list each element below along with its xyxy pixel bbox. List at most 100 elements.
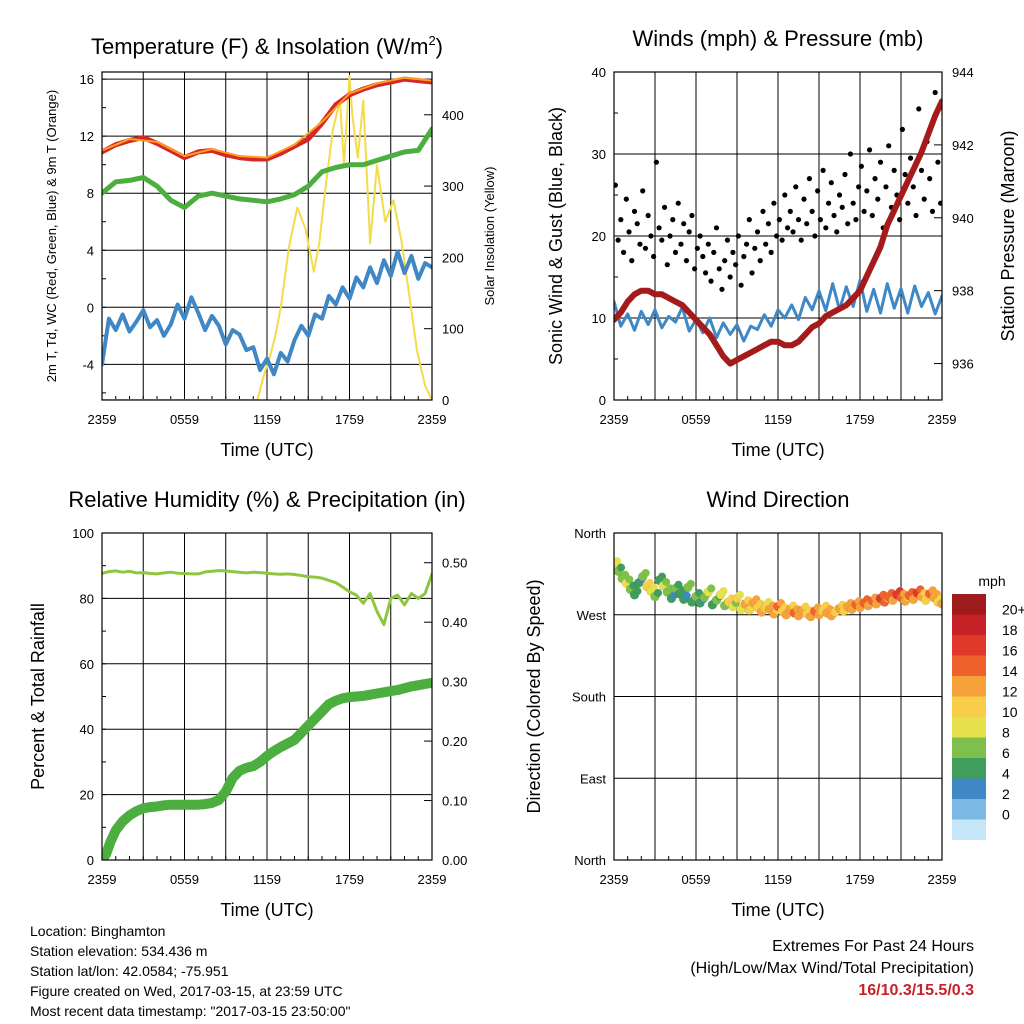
winds-gust-point: [883, 184, 889, 190]
winds-gust-point: [697, 233, 703, 239]
winds-xtick-label: 2359: [928, 412, 957, 427]
temperature-ylabel-right: Solar Insolation (Yellow): [482, 167, 497, 306]
temperature-xtick-label: 1759: [335, 412, 364, 427]
winds-gust-point: [853, 217, 859, 223]
winds-gust-point: [615, 237, 621, 243]
winds-gust-point: [820, 167, 826, 173]
direction-xtick-label: 2359: [928, 872, 957, 887]
temperature-title-main: Temperature (F) & Insolation (W/m: [91, 34, 428, 59]
winds-ylabel-right: Station Pressure (Maroon): [998, 130, 1018, 341]
direction-point: [641, 568, 650, 577]
location-text: Location: Binghamton: [30, 923, 166, 939]
winds-gust-point: [902, 171, 908, 178]
temperature-ytick-right-label: 100: [442, 322, 464, 337]
winds-gust-point: [831, 212, 837, 219]
winds-gust-point: [765, 221, 772, 227]
direction-xtick-label: 1759: [846, 872, 875, 887]
temperature-ylabel: 2m T, Td, WC (Red, Green, Blue) & 9m T (…: [44, 90, 59, 382]
winds-gust-point: [730, 249, 736, 255]
winds-ytick-label: 0: [599, 393, 606, 408]
direction-series: [614, 557, 942, 622]
winds-gust-point: [763, 241, 769, 247]
temperature-ytick-label: 0: [87, 300, 94, 315]
direction-ytick-label: North: [574, 526, 606, 541]
temperature-ytick-label: 16: [80, 72, 94, 87]
direction-point: [682, 591, 691, 600]
winds-gust-point: [812, 233, 818, 239]
winds-gust-point: [678, 241, 684, 247]
direction-point: [649, 583, 658, 592]
winds-gust-point: [913, 212, 919, 219]
humidity-ytick-label: 20: [80, 788, 94, 803]
humidity-ytick-right-label: 0.20: [442, 734, 467, 749]
winds-gust-point: [667, 233, 673, 239]
winds-ytick-label: 10: [592, 311, 606, 326]
winds-ytick-label: 30: [592, 147, 606, 162]
winds-gust-point: [793, 184, 799, 190]
legend-swatch: [952, 758, 986, 779]
winds-gust-point: [834, 229, 840, 235]
winds-gust-point: [779, 237, 785, 243]
winds-gust-point: [910, 184, 916, 190]
winds-gust-point: [801, 196, 807, 202]
winds-gust-point: [735, 233, 741, 239]
direction-point: [617, 563, 626, 572]
winds-gust-point: [856, 184, 862, 190]
winds-gust-point: [634, 221, 640, 227]
winds-gust-point: [825, 200, 832, 206]
winds-gust-point: [618, 217, 624, 223]
winds-gust-point: [672, 249, 679, 255]
direction-ytick-label: South: [572, 690, 606, 705]
legend-swatch: [952, 614, 986, 635]
humidity-ytick-right-label: 0.10: [442, 794, 467, 809]
humidity-ytick-right-label: 0.30: [442, 675, 467, 690]
direction-point: [625, 575, 634, 584]
winds-gust-point: [921, 196, 927, 202]
humidity-series-rh: [102, 569, 432, 627]
temperature-ytick-right-label: 300: [442, 179, 464, 194]
winds-gust-point: [774, 233, 780, 239]
winds-gust-point: [724, 237, 731, 243]
temperature-title-end: ): [436, 34, 443, 59]
legend-label: 8: [1002, 724, 1010, 740]
temperature-series-td: [102, 126, 432, 210]
direction-point: [686, 579, 695, 588]
direction-point: [674, 580, 683, 589]
winds-gust-point: [907, 155, 914, 161]
winds-gust-point: [790, 229, 796, 235]
winds-gust-point: [752, 245, 758, 251]
winds-series-pressure: [614, 98, 942, 367]
temperature-ytick-right-label: 400: [442, 108, 464, 123]
winds-title: Winds (mph) & Pressure (mb): [633, 26, 924, 51]
winds-gust-point: [929, 208, 936, 214]
temperature-series: [102, 74, 432, 400]
winds-gust-point: [836, 192, 843, 198]
winds-gust-point: [743, 241, 750, 247]
temperature-xtick-label: 2359: [418, 412, 447, 427]
winds-gust-point: [689, 212, 695, 219]
winds-gust-point: [795, 217, 802, 223]
winds-gust-point: [648, 233, 654, 239]
legend-label: 4: [1002, 765, 1010, 781]
winds-gust-point: [847, 151, 854, 157]
winds-gust-point: [899, 126, 905, 132]
winds-gust-point: [760, 208, 766, 214]
winds-gust-point: [866, 147, 873, 153]
extremes-subtitle: (High/Low/Max Wind/Total Precipitation): [690, 960, 974, 977]
winds-gust-point: [828, 180, 834, 186]
temperature-ytick-right-label: 200: [442, 250, 464, 265]
humidity-xtick-label: 1759: [335, 872, 364, 887]
winds-ytick-right-label: 942: [952, 138, 974, 153]
legend-swatch: [952, 778, 986, 799]
temperature-ytick-label: 4: [87, 243, 94, 258]
legend-swatch: [952, 594, 986, 615]
temperature-xtick-label: 2359: [88, 412, 117, 427]
legend-label: 2: [1002, 786, 1010, 802]
winds-gust-point: [626, 229, 632, 235]
winds-gust-point: [776, 217, 782, 223]
humidity-xtick-label: 2359: [88, 872, 117, 887]
temperature-title: Temperature (F) & Insolation (W/m2): [91, 33, 443, 59]
humidity-ytick-label: 0: [87, 853, 94, 868]
winds-gust-point: [872, 176, 878, 182]
direction-ytick-label: North: [574, 853, 606, 868]
